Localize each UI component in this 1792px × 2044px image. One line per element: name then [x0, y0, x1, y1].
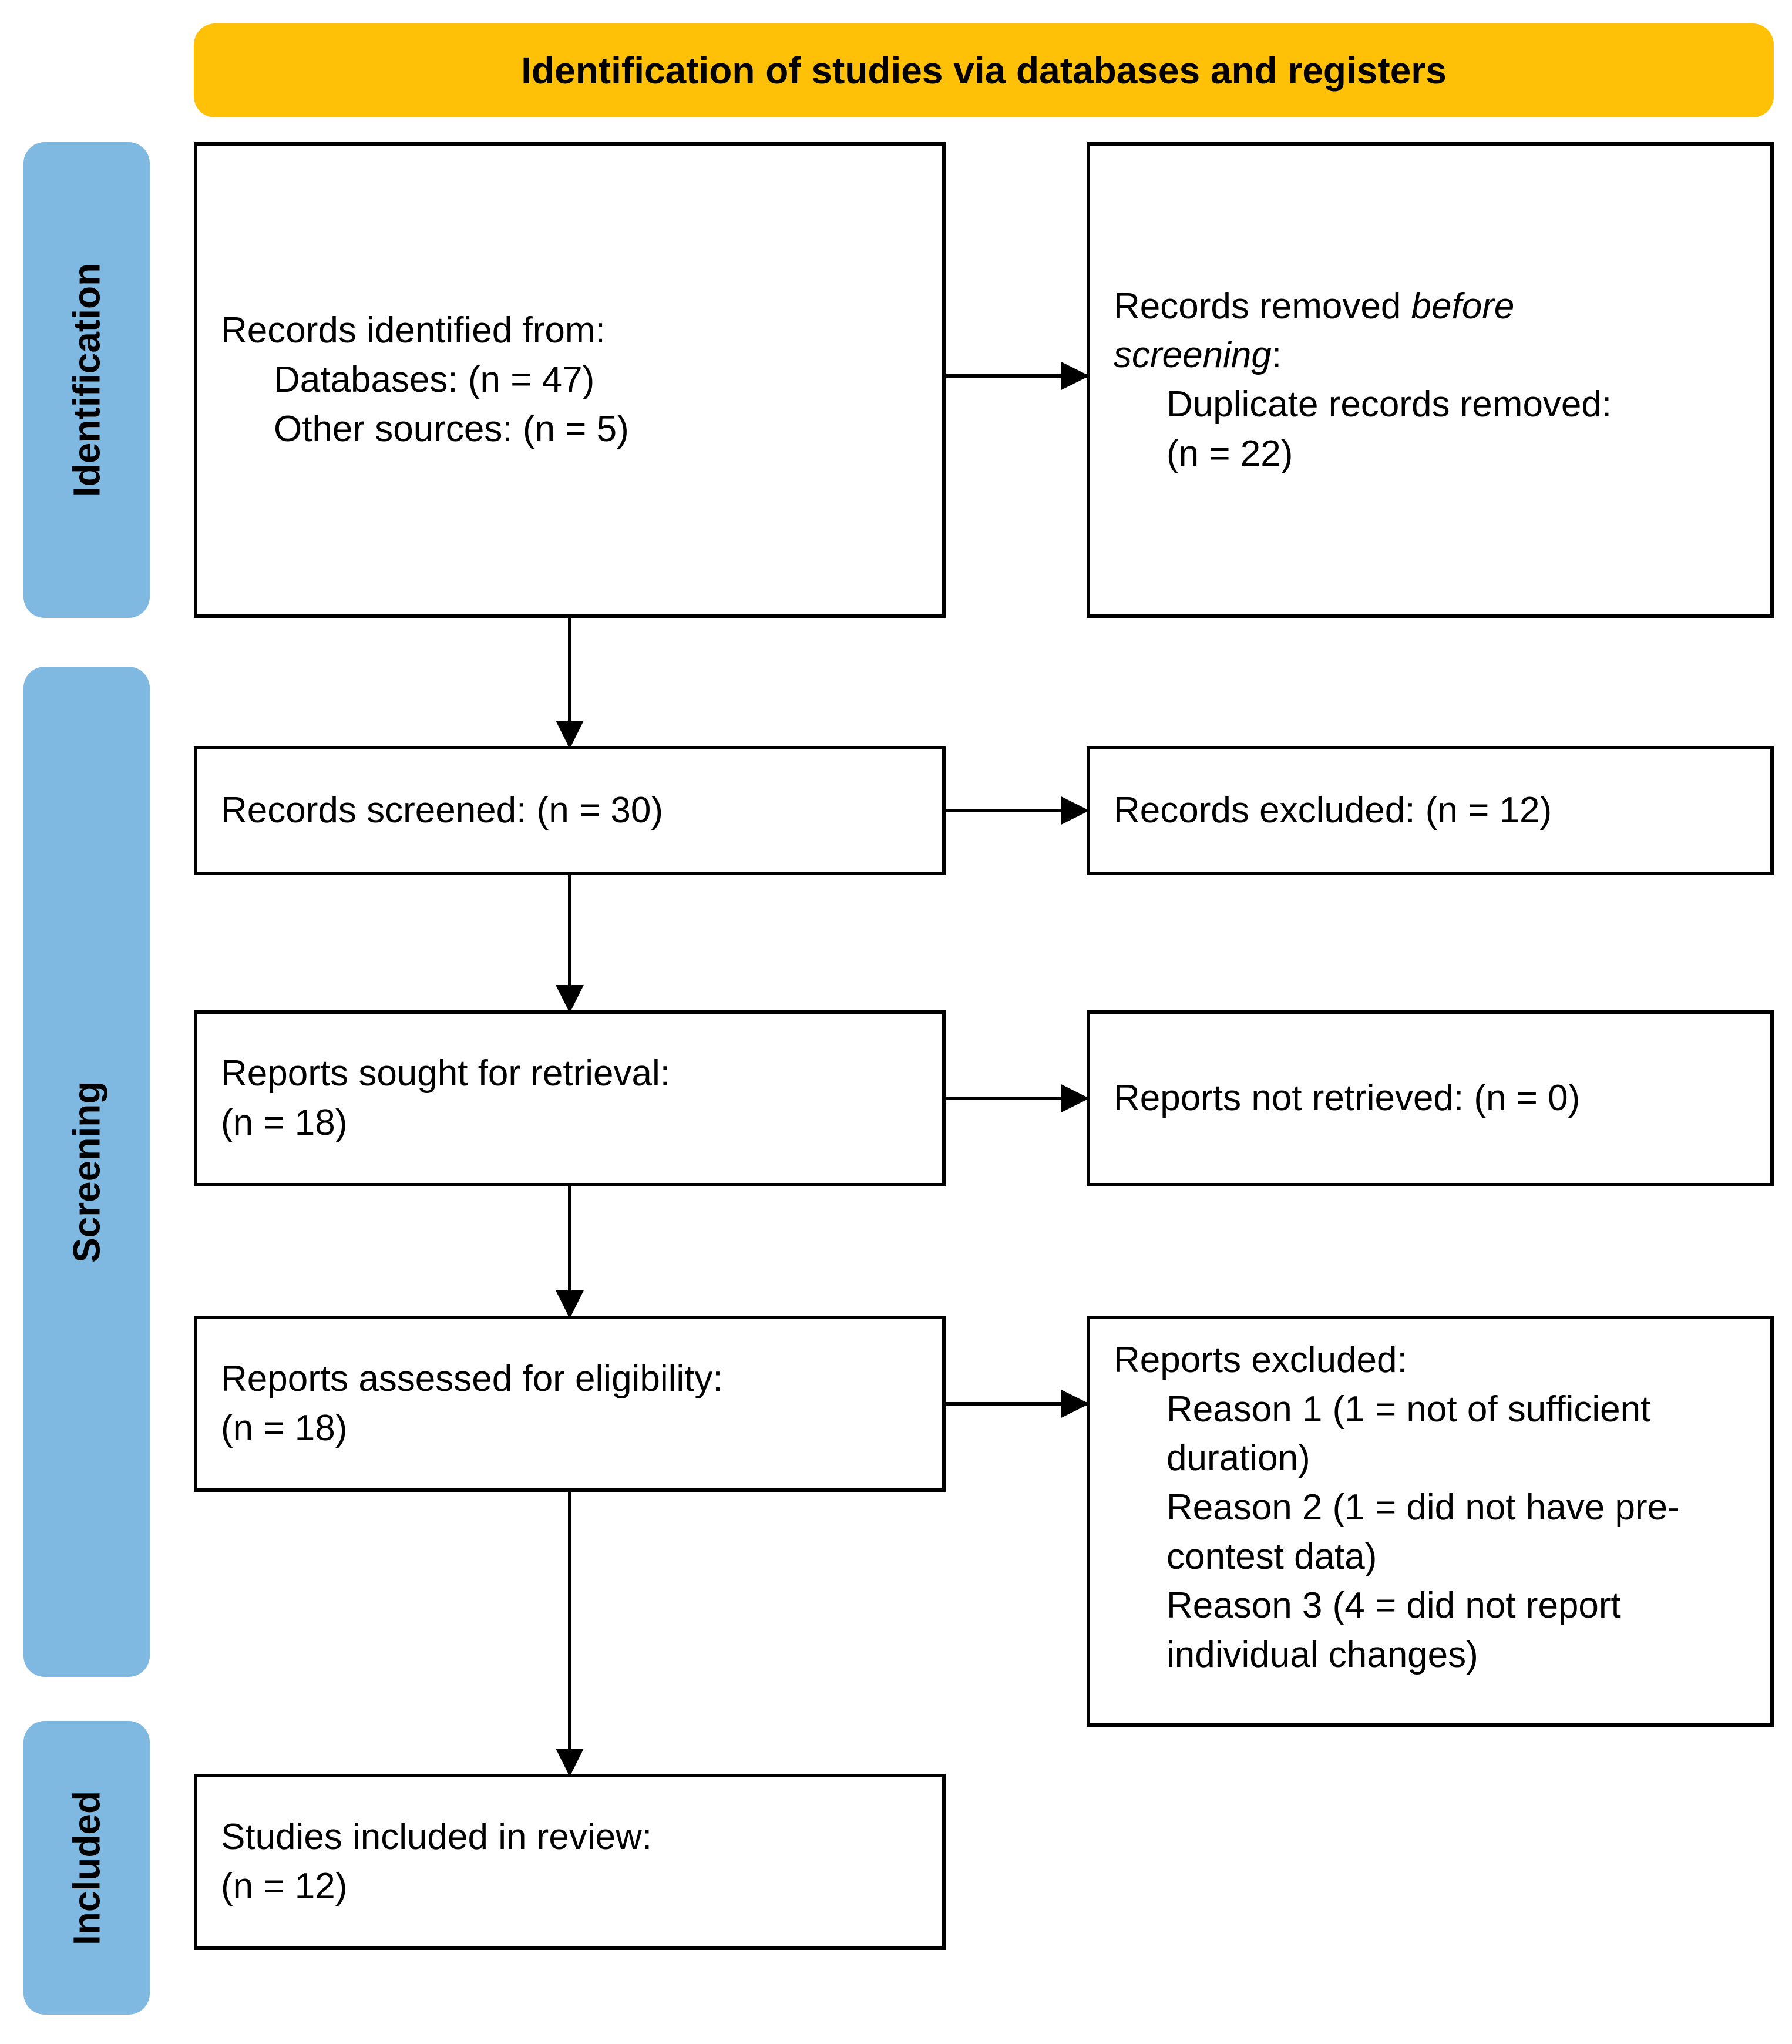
stage-identification: Identification	[23, 142, 150, 618]
box-line: Other sources: (n = 5)	[221, 405, 919, 454]
box-studies-included: Studies included in review: (n = 12)	[194, 1774, 946, 1950]
box-reports-excluded-reasons: Reports excluded: Reason 1 (1 = not of s…	[1087, 1316, 1774, 1727]
box-records-excluded: Records excluded: (n = 12)	[1087, 746, 1774, 875]
box-records-removed-before-screening: Records removed before screening: Duplic…	[1087, 142, 1774, 618]
box-reports-assessed: Reports assessed for eligibility: (n = 1…	[194, 1316, 946, 1492]
box-title: Reports excluded:	[1114, 1336, 1747, 1385]
header-text: Identification of studies via databases …	[521, 49, 1447, 92]
box-records-screened: Records screened: (n = 30)	[194, 746, 946, 875]
box-line: Databases: (n = 47)	[221, 355, 919, 405]
prisma-flowchart: Identification of studies via databases …	[23, 23, 1774, 2021]
stage-included: Included	[23, 1721, 150, 2015]
box-title: Records removed before	[1114, 282, 1747, 331]
box-line: (n = 22)	[1114, 429, 1747, 479]
box-reports-not-retrieved: Reports not retrieved: (n = 0)	[1087, 1010, 1774, 1186]
box-reports-sought: Reports sought for retrieval: (n = 18)	[194, 1010, 946, 1186]
box-title-line2: screening:	[1114, 331, 1747, 380]
reason: Reason 3 (4 = did not report individual …	[1114, 1581, 1747, 1679]
stage-screening: Screening	[23, 667, 150, 1677]
box-title: Records identified from:	[221, 306, 919, 355]
header-bar: Identification of studies via databases …	[194, 23, 1774, 117]
reason: Reason 2 (1 = did not have pre-contest d…	[1114, 1483, 1747, 1581]
reason: Reason 1 (1 = not of sufficient duration…	[1114, 1385, 1747, 1483]
box-line: Duplicate records removed:	[1114, 380, 1747, 429]
box-records-identified: Records identified from: Databases: (n =…	[194, 142, 946, 618]
